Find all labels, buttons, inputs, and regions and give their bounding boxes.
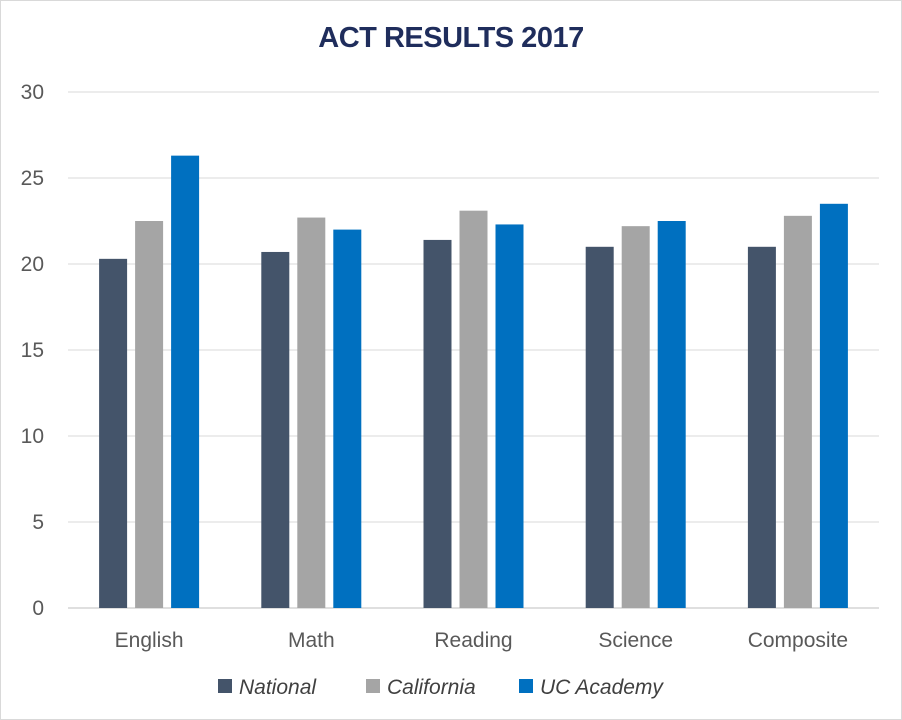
bar-national: [423, 239, 452, 609]
bar-california: [297, 217, 326, 608]
x-axis-ticks: English Math Reading Science Composite: [115, 629, 848, 652]
legend-swatch: [366, 679, 380, 693]
bar-uc-academy: [171, 155, 200, 608]
legend-swatch: [218, 679, 232, 693]
y-tick-label: 15: [21, 339, 44, 362]
bar-national: [747, 246, 776, 609]
bar-california: [783, 215, 812, 608]
bar-uc-academy: [819, 203, 848, 609]
bar-california: [459, 210, 488, 608]
x-tick-label: Reading: [434, 629, 512, 652]
y-tick-label: 5: [32, 511, 44, 534]
bar-national: [585, 246, 614, 609]
x-tick-label: Science: [598, 629, 673, 652]
bar-california: [135, 221, 164, 608]
x-tick-label: Math: [288, 629, 335, 652]
legend: National California UC Academy: [218, 676, 664, 699]
bar-uc-academy: [657, 221, 686, 608]
bar-california: [621, 226, 650, 608]
y-tick-label: 0: [32, 597, 44, 620]
x-tick-label: English: [115, 629, 184, 652]
y-tick-label: 20: [21, 253, 44, 276]
legend-label: UC Academy: [540, 676, 664, 699]
legend-label: California: [387, 676, 476, 699]
bars: [99, 155, 848, 609]
bar-uc-academy: [333, 229, 362, 608]
x-tick-label: Composite: [748, 629, 848, 652]
legend-swatch: [519, 679, 533, 693]
y-tick-label: 10: [21, 425, 44, 448]
y-tick-label: 30: [21, 81, 44, 104]
chart-title: ACT RESULTS 2017: [318, 22, 584, 54]
y-axis-ticks: 0 5 10 15 20 25 30: [21, 81, 44, 620]
y-tick-label: 25: [21, 167, 44, 190]
bar-national: [261, 251, 290, 608]
legend-label: National: [239, 676, 317, 699]
bar-uc-academy: [495, 224, 524, 608]
bar-national: [99, 258, 128, 608]
